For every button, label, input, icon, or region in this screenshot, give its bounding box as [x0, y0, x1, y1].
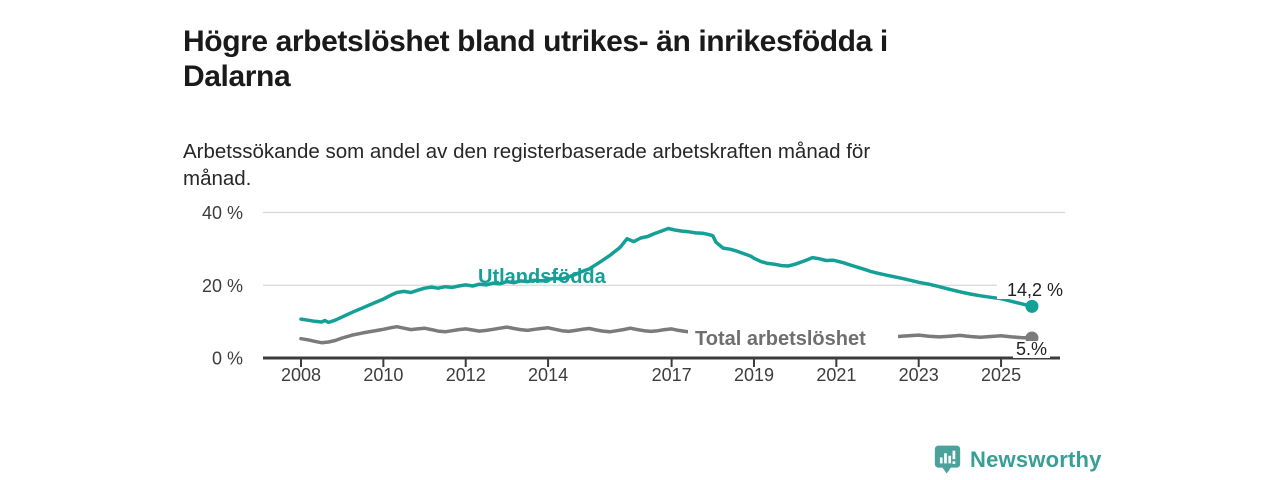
series-line [299, 226, 1034, 325]
chart-annotation: 14,2 % [1007, 280, 1063, 300]
label-mask [997, 280, 1068, 299]
brand-footer: Newsworthy [934, 444, 1102, 476]
series-end-dot [1025, 299, 1039, 313]
y-axis-tick-label: 20 % [202, 276, 243, 296]
brand-name: Newsworthy [970, 447, 1102, 472]
series-line [299, 324, 1034, 345]
chart-annotation: Utlandsfödda [478, 266, 607, 288]
x-axis-tick-label: 2023 [899, 365, 939, 385]
chart-annotation: Total arbetslöshet [695, 328, 866, 350]
y-axis-tick-label: 0 % [212, 349, 243, 369]
chart-annotation: 5.% [1016, 339, 1047, 359]
x-axis-tick-label: 2019 [734, 365, 774, 385]
x-axis-tick-label: 2021 [816, 365, 856, 385]
x-axis-tick-label: 2025 [981, 365, 1021, 385]
label-mask [1013, 341, 1050, 358]
x-axis-tick-label: 2008 [281, 365, 321, 385]
y-axis-tick-label: 40 % [202, 203, 243, 223]
chart-subtitle: Arbetssökande som andel av den registerb… [183, 139, 871, 190]
chart-title: Högre arbetslöshet bland utrikes- än inr… [183, 25, 888, 94]
x-axis-tick-label: 2017 [652, 365, 692, 385]
x-axis-tick-label: 2010 [363, 365, 403, 385]
x-axis-tick-label: 2014 [528, 365, 568, 385]
chart-canvas: 0 % 20 % 40 % 2008 2010 2012 2014 2017 2019 2021 2… [202, 203, 1068, 385]
line-chart: 0 % 20 % 40 % 2008 2010 2012 2014 2017 2019 2021 2… [170, 195, 1080, 410]
newsworthy-logo-icon [934, 445, 961, 474]
x-axis-tick-label: 2012 [446, 365, 486, 385]
label-mask [688, 323, 898, 347]
